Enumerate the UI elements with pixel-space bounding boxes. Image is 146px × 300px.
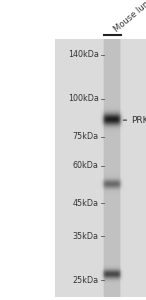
Text: 60kDa: 60kDa [73,161,99,170]
Text: 25kDa: 25kDa [73,276,99,285]
Text: 100kDa: 100kDa [68,94,99,103]
Text: PRKCSH: PRKCSH [131,116,146,124]
Text: 140kDa: 140kDa [68,50,99,59]
Text: 35kDa: 35kDa [73,232,99,241]
Text: 75kDa: 75kDa [73,132,99,141]
Text: Mouse lung: Mouse lung [112,0,146,34]
Text: 45kDa: 45kDa [73,199,99,208]
